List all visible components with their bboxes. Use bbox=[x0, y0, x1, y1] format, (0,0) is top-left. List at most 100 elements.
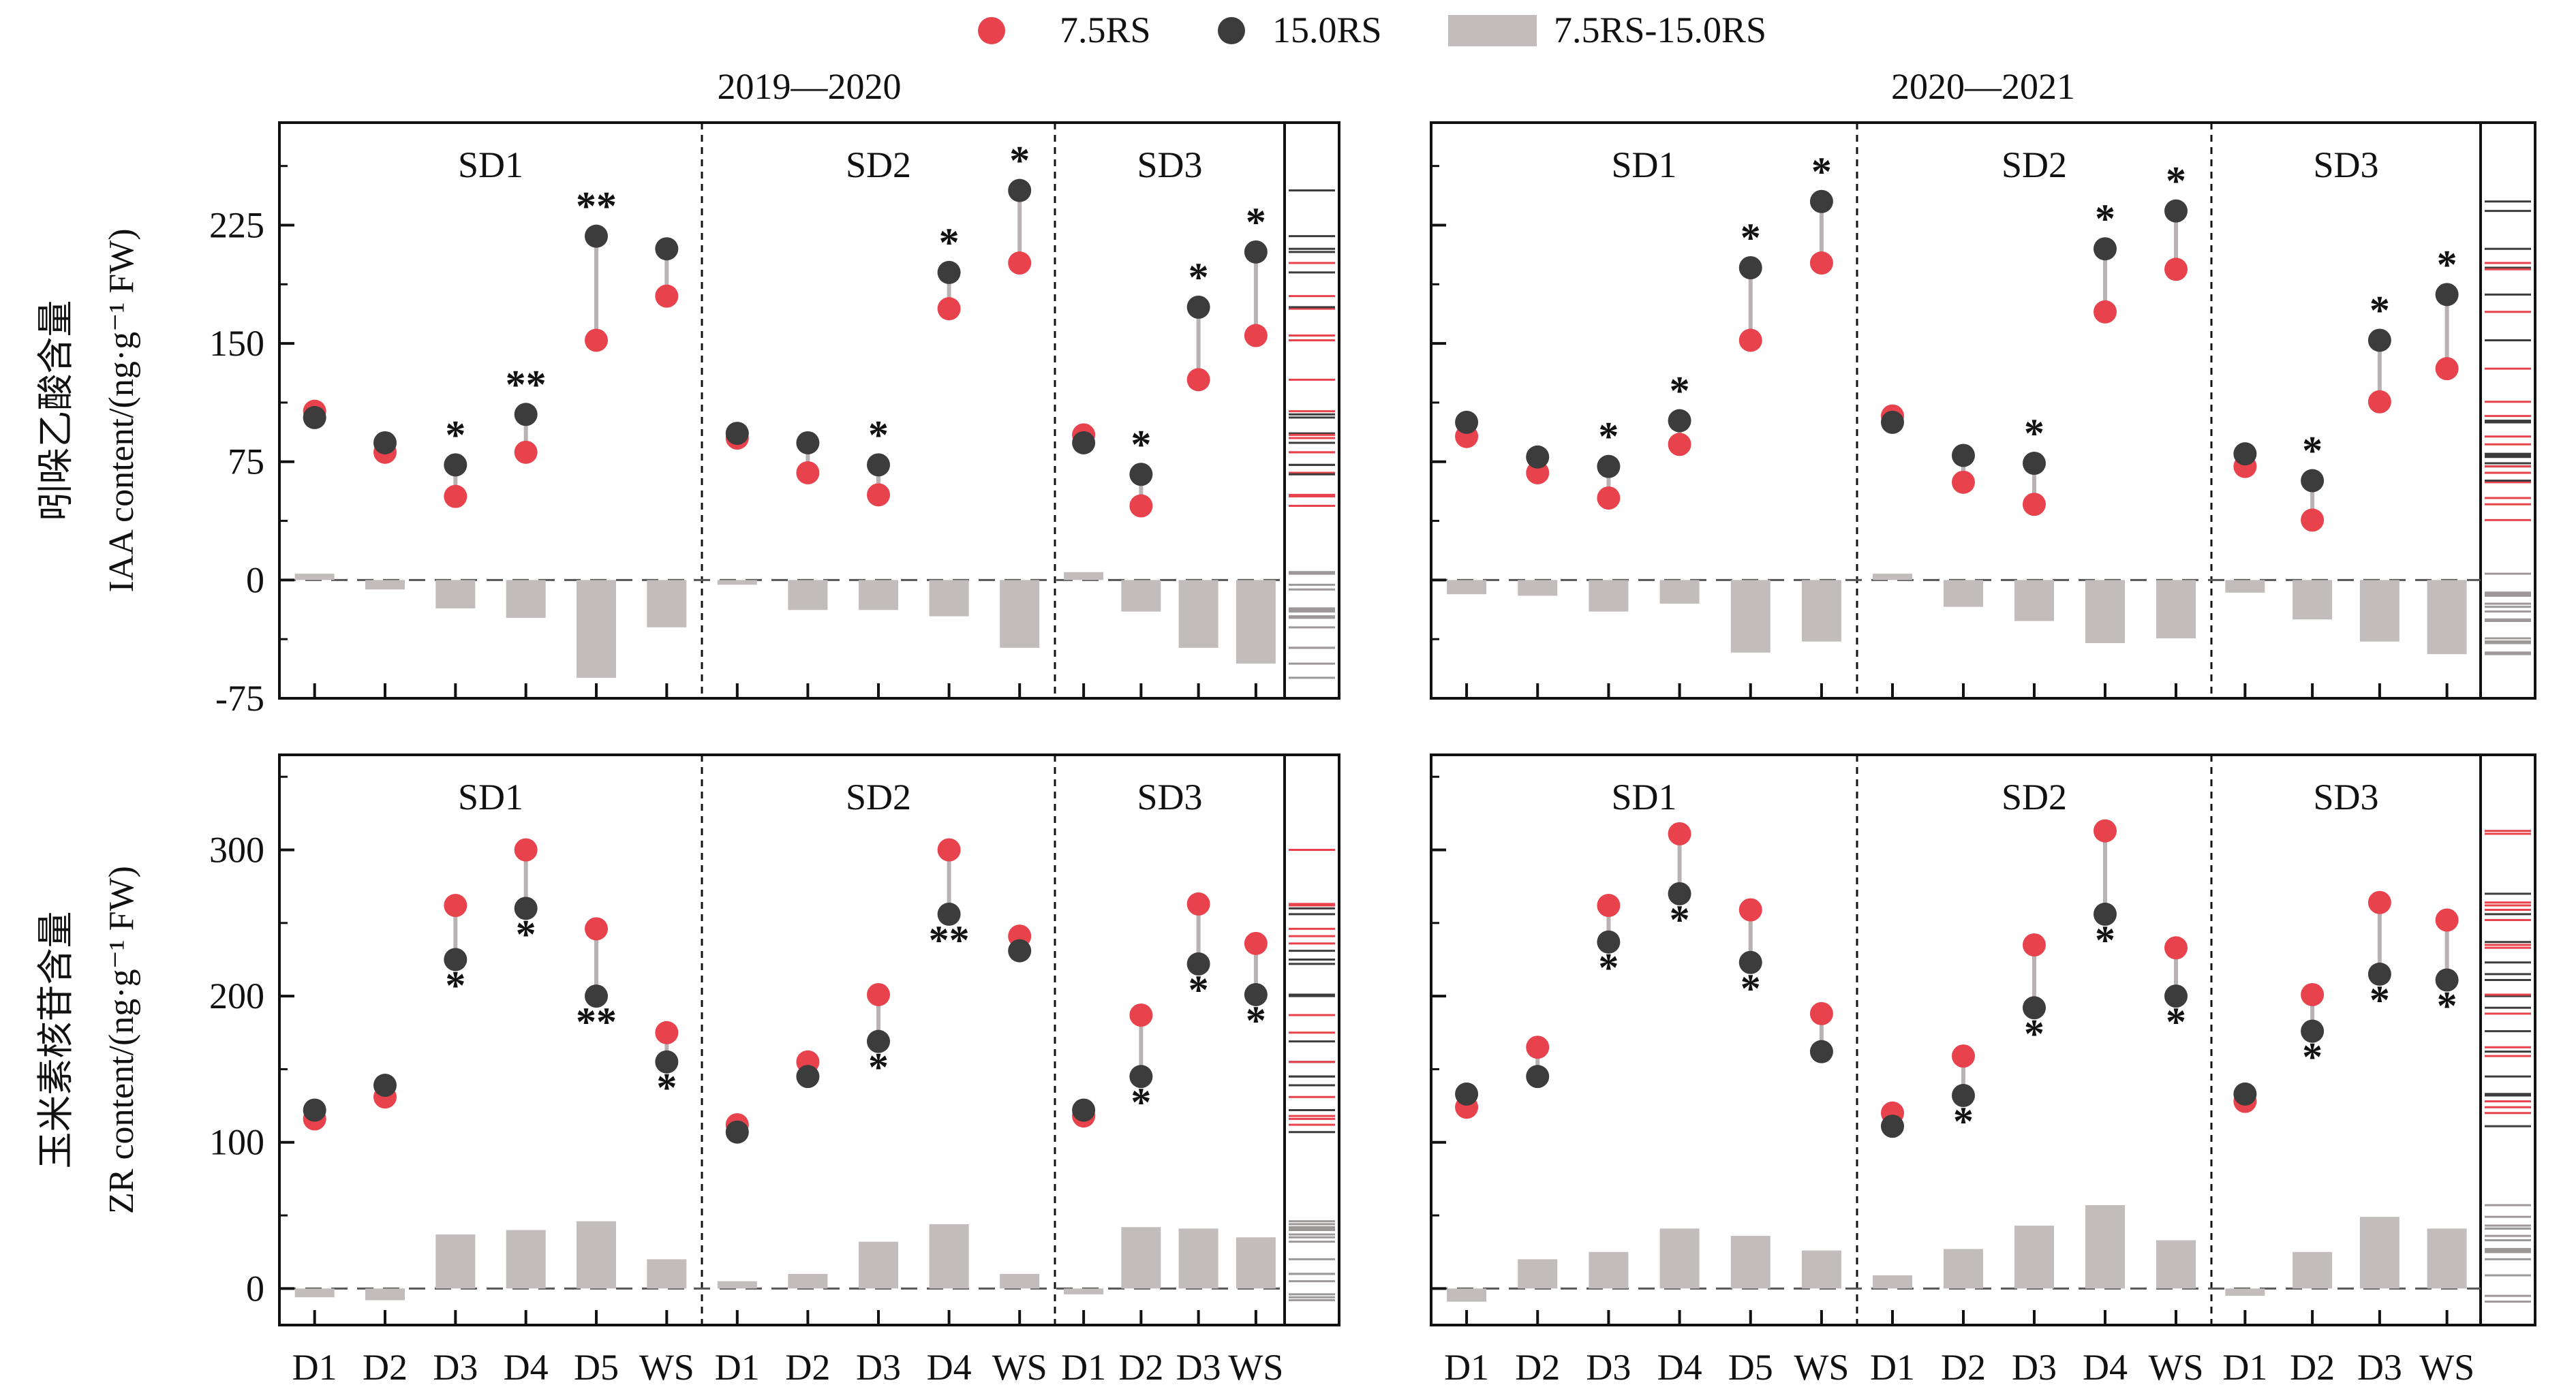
group-sd1: SD1***** bbox=[295, 144, 687, 698]
point-15-0rs bbox=[796, 1065, 819, 1088]
y-tick-label: -75 bbox=[215, 678, 264, 719]
x-tick-label: D5 bbox=[574, 1347, 619, 1388]
difference-bar bbox=[1000, 1274, 1039, 1288]
significance-mark: * bbox=[868, 1045, 889, 1090]
point-15-0rs bbox=[1952, 444, 1975, 467]
x-tick-label: D3 bbox=[2357, 1347, 2402, 1388]
point-7-5rs bbox=[1187, 368, 1210, 391]
difference-bar bbox=[295, 574, 335, 580]
point-15-0rs bbox=[1881, 411, 1904, 434]
difference-bar bbox=[1731, 580, 1770, 652]
x-tick-label: D2 bbox=[1515, 1347, 1560, 1388]
group-label: SD1 bbox=[1611, 777, 1676, 818]
point-7-5rs bbox=[1187, 892, 1210, 916]
point-7-5rs bbox=[1739, 898, 1762, 921]
difference-bar bbox=[2293, 1252, 2332, 1289]
panel-3: 0 100 200 300 玉米素核苷含量 ZR content/(ng·g⁻¹ FW) S… bbox=[35, 755, 1339, 1388]
difference-bar bbox=[577, 580, 616, 678]
point-15-0rs bbox=[726, 1121, 749, 1144]
point-7-5rs bbox=[2368, 390, 2391, 414]
y-tick-label: 0 bbox=[246, 559, 264, 600]
point-7-5rs bbox=[585, 917, 608, 940]
y-axis-label-cn: 玉米素核苷含量 bbox=[35, 912, 76, 1169]
x-tick-label: D2 bbox=[1118, 1347, 1163, 1388]
group-sd1: SD1D1 D2 D3*D4*D5**WS* bbox=[292, 777, 694, 1388]
x-tick-label: D2 bbox=[1941, 1347, 1986, 1388]
x-tick-label: D2 bbox=[363, 1347, 408, 1388]
difference-bar bbox=[506, 1230, 546, 1289]
group-label: SD2 bbox=[2002, 144, 2067, 185]
difference-bar bbox=[1121, 580, 1161, 611]
point-7-5rs bbox=[1810, 1002, 1833, 1025]
difference-bar bbox=[1660, 580, 1700, 604]
difference-bar bbox=[2427, 1228, 2467, 1288]
significance-mark: * bbox=[1811, 149, 1832, 194]
y-tick-label: 225 bbox=[209, 204, 264, 245]
legend: 7.5RS 15.0RS 7.5RS-15.0RS bbox=[978, 10, 1766, 50]
point-7-5rs bbox=[1244, 324, 1268, 347]
point-15-0rs bbox=[1526, 446, 1549, 469]
legend-label-15-0rs: 15.0RS bbox=[1272, 10, 1382, 50]
point-7-5rs bbox=[1668, 822, 1691, 845]
difference-bar bbox=[1660, 1228, 1700, 1288]
difference-bar bbox=[1064, 572, 1103, 580]
group-label: SD1 bbox=[458, 144, 523, 185]
difference-bar bbox=[1589, 580, 1628, 611]
x-tick-label: D1 bbox=[2222, 1347, 2267, 1388]
significance-mark: * bbox=[2166, 159, 2186, 204]
point-7-5rs bbox=[1597, 486, 1620, 510]
difference-bar bbox=[1731, 1236, 1770, 1288]
significance-mark: ** bbox=[929, 918, 970, 963]
significance-mark: * bbox=[2166, 999, 2186, 1044]
difference-bar bbox=[647, 1259, 686, 1288]
point-15-0rs bbox=[655, 237, 678, 260]
group-sd2: SD2D1 D2*D3*D4*WS* bbox=[1870, 777, 2204, 1388]
difference-bar bbox=[1000, 580, 1039, 648]
x-tick-label: D1 bbox=[715, 1347, 760, 1388]
difference-bar bbox=[2014, 580, 2054, 621]
group-sd1: SD1**** bbox=[1447, 144, 1841, 698]
difference-bar bbox=[365, 580, 405, 589]
y-axis-label-en: IAA content/(ng·g⁻¹ FW) bbox=[102, 228, 141, 592]
difference-bar bbox=[1589, 1252, 1628, 1289]
point-7-5rs bbox=[1008, 251, 1031, 275]
point-7-5rs bbox=[2164, 258, 2188, 281]
point-15-0rs bbox=[1072, 1099, 1095, 1122]
x-tick-label: D1 bbox=[1870, 1347, 1915, 1388]
significance-mark: ** bbox=[576, 184, 617, 229]
x-tick-label: WS bbox=[2149, 1347, 2204, 1388]
difference-bar bbox=[2156, 1241, 2196, 1289]
panels: 2019—2020 -75 0 75 150 225 吲哚乙酸含量 IAA content/(… bbox=[35, 66, 2535, 1388]
difference-bar bbox=[859, 1242, 898, 1289]
difference-bar bbox=[1944, 580, 1983, 606]
difference-bar bbox=[2014, 1226, 2054, 1288]
group-label: SD3 bbox=[1137, 777, 1202, 818]
significance-mark: * bbox=[1741, 966, 1761, 1011]
point-15-0rs bbox=[373, 1074, 397, 1097]
point-7-5rs bbox=[2164, 936, 2188, 959]
group-label: SD3 bbox=[1137, 144, 1202, 185]
chart-root: 7.5RS 15.0RS 7.5RS-15.0RS 2019—2020-7507… bbox=[0, 0, 2576, 1400]
x-tick-label: D2 bbox=[2290, 1347, 2335, 1388]
group-label: SD3 bbox=[2313, 144, 2378, 185]
significance-mark: * bbox=[2437, 984, 2457, 1029]
legend-marker-difference bbox=[1448, 15, 1537, 46]
point-7-5rs bbox=[1129, 495, 1152, 518]
point-15-0rs bbox=[1455, 1083, 1478, 1106]
point-15-0rs bbox=[1810, 1040, 1833, 1063]
x-tick-label: D4 bbox=[927, 1347, 972, 1388]
x-tick-label: WS bbox=[1228, 1347, 1283, 1388]
legend-marker-15-0rs bbox=[1218, 17, 1245, 44]
point-7-5rs bbox=[938, 839, 961, 862]
group-label: SD1 bbox=[458, 777, 523, 818]
point-7-5rs bbox=[2094, 300, 2117, 324]
group-sd3: SD3 D1 D2 * D3 * WS * bbox=[1061, 777, 1283, 1388]
group-sd3: SD3*** bbox=[1064, 144, 1276, 698]
significance-mark: * bbox=[1670, 897, 1690, 942]
point-7-5rs bbox=[2094, 820, 2117, 843]
x-tick-label: WS bbox=[992, 1347, 1047, 1388]
difference-bar bbox=[2427, 580, 2467, 654]
point-7-5rs bbox=[1129, 1004, 1152, 1027]
significance-mark: * bbox=[2095, 918, 2115, 963]
significance-mark: * bbox=[1189, 967, 1209, 1012]
